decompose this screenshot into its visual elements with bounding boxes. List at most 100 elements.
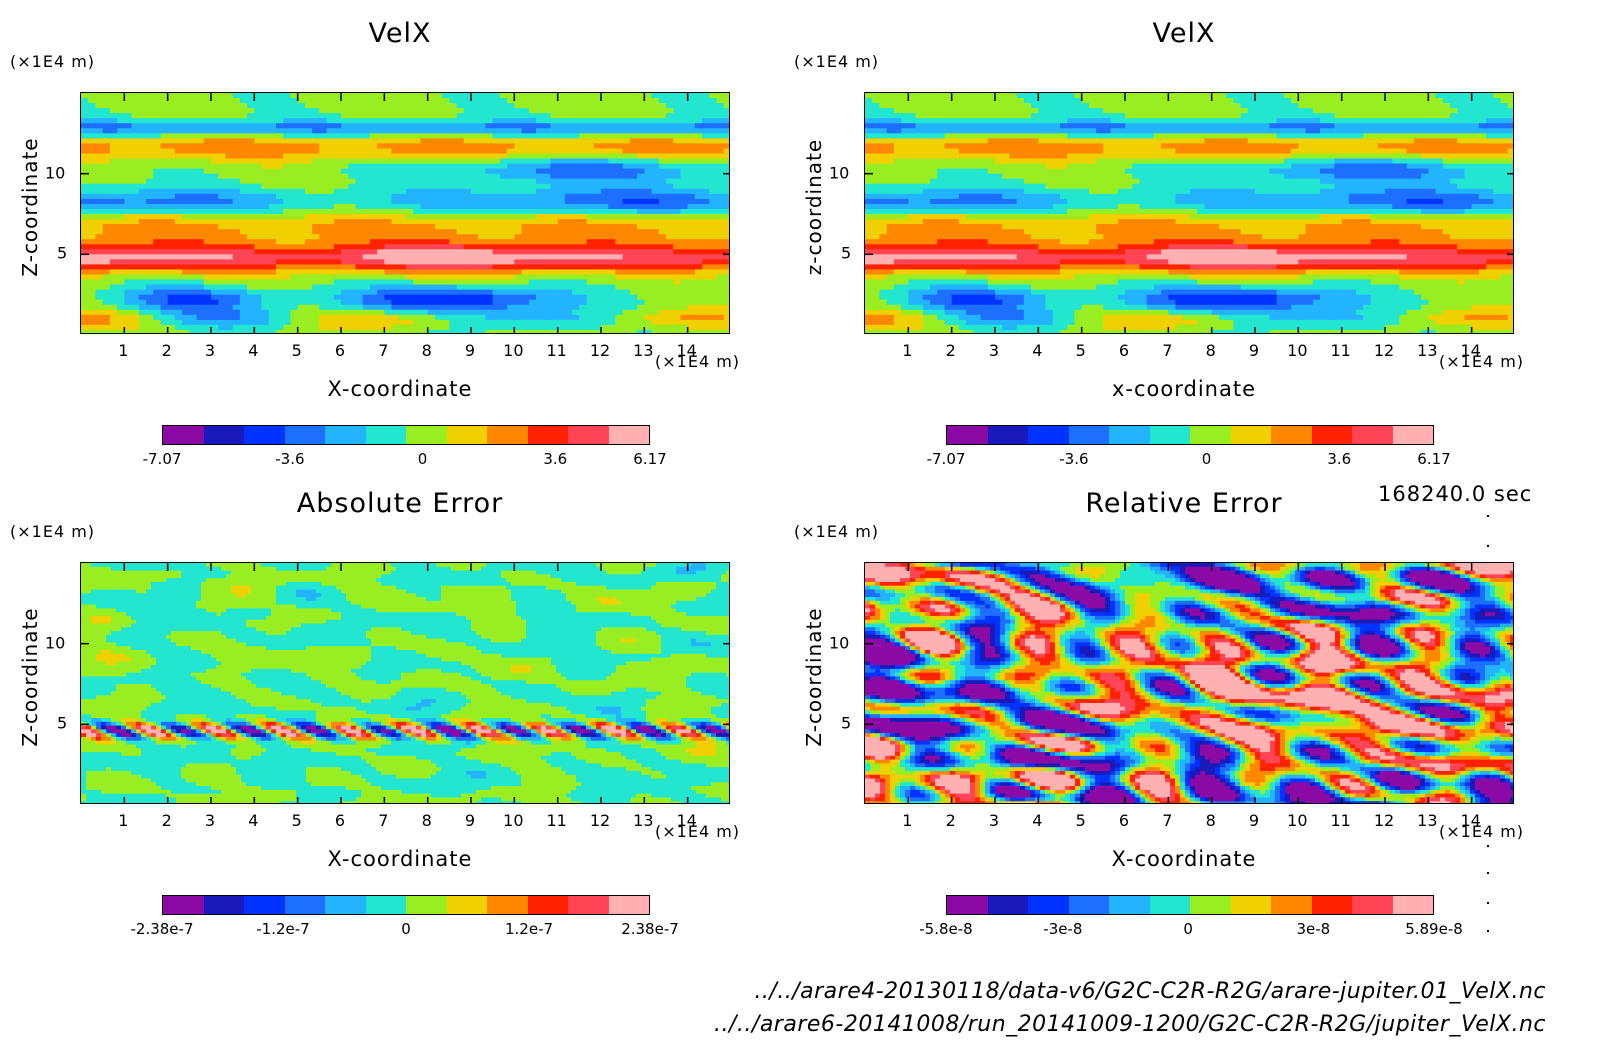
heatmap-cell xyxy=(218,173,227,180)
heatmap-cell xyxy=(131,133,140,139)
heatmap-cell xyxy=(680,153,689,160)
heatmap-cell xyxy=(716,173,725,180)
heatmap-cell xyxy=(117,219,125,225)
heatmap-cell xyxy=(550,148,559,155)
heatmap-cell xyxy=(442,98,450,104)
heatmap-cell xyxy=(716,208,725,215)
heatmap-cell xyxy=(1283,93,1292,99)
heatmap-cell xyxy=(485,98,494,104)
heatmap-cell xyxy=(702,203,710,210)
heatmap-cell xyxy=(283,224,292,230)
heatmap-cell xyxy=(658,153,667,160)
heatmap-cell xyxy=(333,138,342,145)
heatmap-cell xyxy=(463,163,472,170)
heatmap-cell xyxy=(1298,113,1307,119)
heatmap-cell xyxy=(131,304,140,311)
heatmap-cell xyxy=(117,168,125,175)
heatmap-cell xyxy=(637,284,645,291)
heatmap-cell xyxy=(651,244,660,250)
heatmap-cell xyxy=(182,239,190,245)
heatmap-cell xyxy=(658,294,667,301)
heatmap-cell xyxy=(637,143,645,150)
heatmap-cell xyxy=(716,269,725,276)
heatmap-cell xyxy=(333,118,342,124)
heatmap-cell xyxy=(536,128,544,134)
heatmap-cell xyxy=(203,173,212,180)
heatmap-cell xyxy=(1399,98,1408,104)
heatmap-cell xyxy=(593,173,602,180)
heatmap-cell xyxy=(167,163,176,170)
heatmap-cell xyxy=(528,269,537,276)
heatmap-cell xyxy=(879,103,888,109)
heatmap-cell xyxy=(218,188,227,195)
heatmap-cell xyxy=(1291,123,1299,129)
heatmap-cell xyxy=(369,224,378,230)
heatmap-cell xyxy=(413,234,422,240)
heatmap-cell xyxy=(601,153,609,160)
heatmap-cell xyxy=(1074,123,1083,129)
heatmap-cell xyxy=(1421,103,1429,109)
heatmap-cell xyxy=(615,254,624,260)
heatmap-cell xyxy=(572,224,580,230)
heatmap-cell xyxy=(326,133,335,139)
heatmap-cell xyxy=(276,254,284,260)
heatmap-cell xyxy=(124,254,133,260)
heatmap-cell xyxy=(478,178,487,185)
heatmap-cell xyxy=(463,143,472,150)
y-unit-label: (×1E4 m) xyxy=(10,52,95,71)
heatmap-cell xyxy=(673,274,682,281)
heatmap-cell xyxy=(88,108,97,114)
heatmap-cell xyxy=(521,259,530,266)
heatmap-cell xyxy=(673,98,682,104)
heatmap-cell xyxy=(673,329,682,333)
heatmap-cell xyxy=(124,123,133,129)
heatmap-cell xyxy=(268,284,277,291)
heatmap-cell xyxy=(550,259,559,266)
heatmap-cell xyxy=(268,314,277,321)
heatmap-cell xyxy=(601,128,609,134)
heatmap-cell xyxy=(499,244,508,250)
heatmap-cell xyxy=(492,274,501,281)
heatmap-cell xyxy=(608,128,617,134)
heatmap-cell xyxy=(153,203,162,210)
heatmap-cell xyxy=(1327,93,1336,99)
heatmap-cell xyxy=(709,168,718,175)
heatmap-cell xyxy=(124,299,133,306)
heatmap-cell xyxy=(644,219,653,225)
heatmap-cell xyxy=(1060,113,1068,119)
heatmap-cell xyxy=(622,234,631,240)
heatmap-cell xyxy=(88,188,97,195)
heatmap-cell xyxy=(239,203,248,210)
heatmap-cell xyxy=(521,304,530,311)
heatmap-cell xyxy=(1009,123,1018,129)
heatmap-cell xyxy=(550,118,559,124)
heatmap-cell xyxy=(355,279,364,286)
heatmap-cell xyxy=(232,284,241,291)
heatmap-cell xyxy=(673,294,682,301)
heatmap-cell xyxy=(629,93,638,99)
heatmap-cell xyxy=(391,178,400,185)
heatmap-cell xyxy=(398,214,407,220)
heatmap-cell xyxy=(521,208,530,215)
heatmap-cell xyxy=(550,219,559,225)
heatmap-cell xyxy=(1146,108,1155,114)
heatmap-cell xyxy=(239,143,248,150)
heatmap-cell xyxy=(362,193,371,200)
heatmap-cell xyxy=(88,229,97,235)
heatmap-cell xyxy=(1406,98,1415,104)
heatmap-cell xyxy=(153,214,162,220)
heatmap-cell xyxy=(1153,93,1162,99)
heatmap-cell xyxy=(528,254,537,260)
heatmap-cell xyxy=(463,98,472,104)
heatmap-cell xyxy=(564,294,573,301)
heatmap-cell xyxy=(521,118,530,124)
heatmap-cell xyxy=(528,284,537,291)
heatmap-cell xyxy=(131,93,140,99)
heatmap-cell xyxy=(622,269,631,276)
heatmap-cell xyxy=(601,183,609,190)
heatmap-cell xyxy=(572,123,580,129)
heatmap-cell xyxy=(247,269,255,276)
heatmap-cell xyxy=(694,294,703,301)
heatmap-cell xyxy=(521,133,530,139)
heatmap-cell xyxy=(687,198,696,205)
